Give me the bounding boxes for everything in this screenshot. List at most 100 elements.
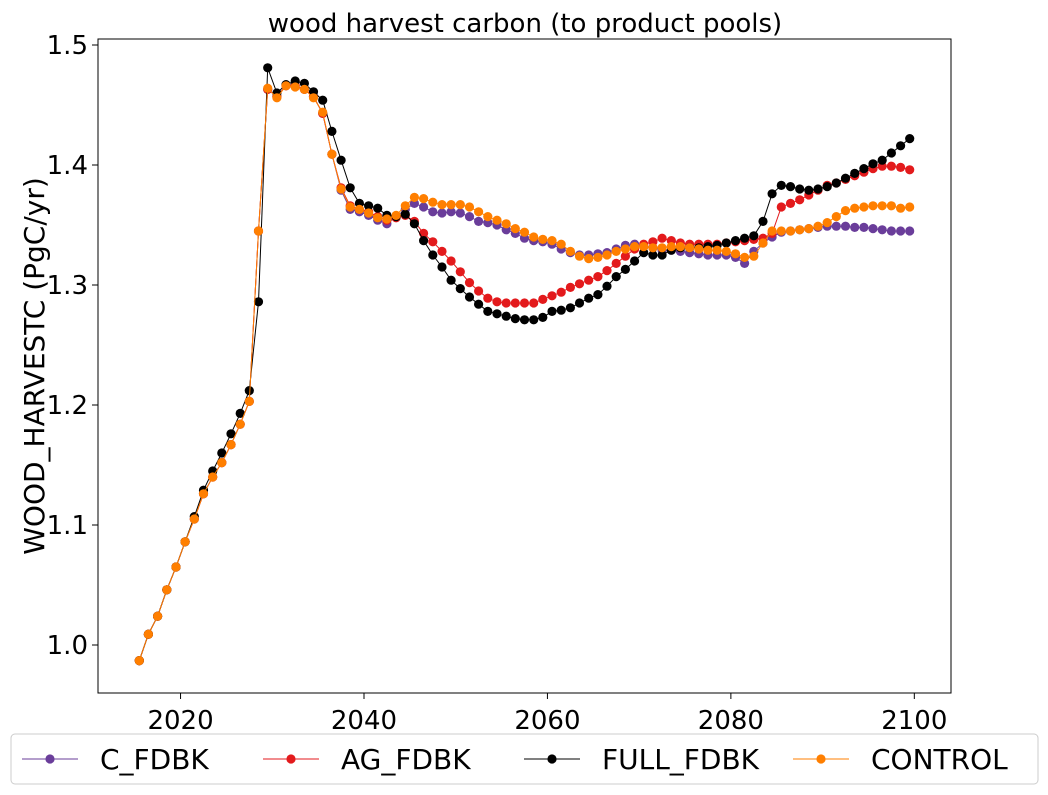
data-point — [345, 183, 355, 193]
data-point — [336, 184, 346, 194]
x-tick-label: 2060 — [514, 706, 580, 736]
legend-swatch-marker — [816, 754, 826, 764]
data-point — [730, 249, 741, 259]
data-point — [868, 201, 878, 211]
data-point — [740, 233, 750, 243]
data-point — [519, 298, 530, 308]
data-point — [373, 213, 383, 223]
data-point — [547, 236, 557, 246]
data-point — [758, 238, 768, 248]
data-point — [464, 292, 475, 302]
data-point — [226, 440, 236, 450]
data-point — [373, 203, 383, 213]
data-point — [749, 251, 759, 261]
data-point — [896, 141, 906, 151]
data-point — [831, 178, 841, 188]
data-point — [400, 201, 410, 211]
data-point — [565, 282, 576, 292]
data-point — [318, 95, 328, 105]
data-point — [896, 162, 906, 172]
data-point — [565, 303, 576, 313]
data-point — [510, 314, 520, 324]
data-point — [776, 202, 786, 212]
legend-item: FULL_FDBK — [524, 743, 760, 776]
data-point — [253, 226, 264, 236]
data-point — [593, 252, 603, 262]
data-point — [519, 227, 530, 237]
legend-label: CONTROL — [871, 743, 1008, 776]
data-point — [602, 266, 612, 276]
data-point — [905, 165, 915, 175]
data-point — [657, 233, 667, 243]
data-point — [602, 250, 612, 260]
data-point — [538, 294, 548, 304]
data-point — [785, 182, 796, 192]
data-point — [446, 207, 456, 217]
data-point — [685, 243, 695, 253]
data-point — [483, 293, 493, 303]
data-point — [666, 242, 676, 252]
series-layer — [134, 63, 915, 666]
data-point — [804, 224, 814, 234]
data-point — [281, 81, 291, 91]
data-point — [391, 210, 401, 220]
data-point — [840, 221, 851, 231]
data-point — [308, 93, 319, 103]
data-point — [905, 226, 915, 236]
data-point — [510, 224, 520, 234]
data-point — [804, 185, 814, 195]
data-point — [721, 238, 731, 248]
data-point — [217, 458, 227, 468]
data-point — [547, 306, 557, 316]
data-point — [492, 215, 502, 225]
data-point — [437, 200, 447, 210]
data-point — [501, 311, 511, 321]
data-point — [244, 386, 254, 396]
data-point — [574, 251, 585, 261]
data-point — [730, 236, 741, 246]
y-tick-label: 1.4 — [47, 151, 88, 181]
data-point — [345, 202, 355, 212]
data-point — [630, 242, 640, 252]
y-axis-label: WOOD_HARVESTC (PgC/yr) — [18, 177, 51, 555]
data-point — [501, 298, 511, 308]
data-point — [538, 312, 548, 322]
data-point — [584, 254, 594, 264]
data-point — [850, 168, 860, 178]
data-point — [400, 209, 410, 219]
data-point — [694, 244, 704, 254]
data-point — [785, 226, 796, 236]
data-point — [703, 245, 713, 255]
data-point — [850, 222, 860, 232]
data-point — [382, 214, 392, 224]
data-point — [721, 246, 731, 256]
data-point — [593, 272, 603, 282]
data-point — [263, 63, 273, 73]
series-control — [134, 81, 915, 666]
data-point — [409, 219, 419, 229]
legend-swatch-marker — [547, 754, 557, 764]
data-point — [446, 200, 456, 210]
x-tick-label: 2020 — [147, 706, 213, 736]
data-point — [455, 200, 465, 210]
data-point — [143, 629, 153, 639]
data-point — [767, 226, 777, 236]
data-point — [253, 297, 264, 307]
data-point — [446, 256, 456, 266]
data-point — [886, 201, 897, 211]
legend-label: FULL_FDBK — [602, 743, 760, 776]
data-point — [611, 246, 621, 256]
data-point — [850, 203, 860, 213]
data-point — [263, 83, 273, 93]
data-point — [327, 126, 337, 136]
data-point — [584, 275, 594, 285]
data-point — [217, 448, 227, 458]
data-point — [419, 202, 429, 212]
data-point — [574, 279, 585, 289]
data-point — [611, 272, 621, 282]
data-point — [446, 275, 456, 285]
y-tick-label: 1.2 — [47, 391, 88, 421]
data-point — [134, 656, 144, 666]
data-point — [813, 184, 823, 194]
